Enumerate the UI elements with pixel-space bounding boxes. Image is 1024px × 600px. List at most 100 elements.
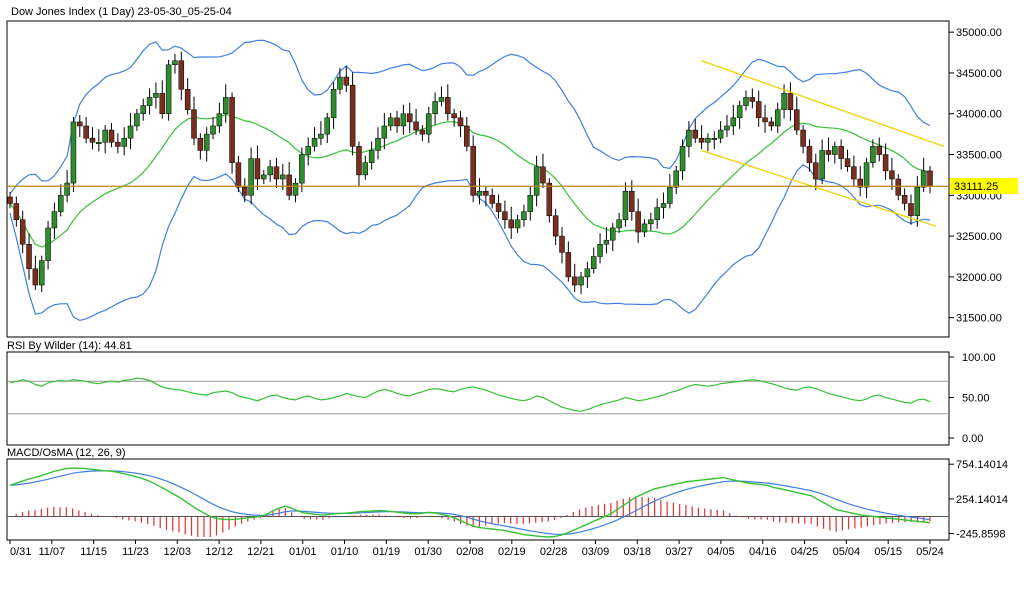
candle-body [641, 223, 648, 233]
candle-body [870, 146, 876, 163]
candle-body [7, 196, 13, 204]
candle-body [305, 146, 311, 155]
candle-body [584, 268, 591, 278]
candle-body [267, 166, 273, 176]
candle-body [172, 60, 178, 66]
candle-body [343, 76, 350, 86]
candle-body [876, 146, 882, 155]
price-tick-label: 32500.00 [956, 231, 1002, 243]
candle-body [153, 93, 159, 98]
candle-body [381, 125, 388, 139]
candle-body [115, 142, 121, 147]
candle-body [927, 170, 933, 187]
candle-body [698, 137, 705, 143]
candle-body [832, 146, 838, 155]
candle-body [597, 244, 603, 257]
candle-body [324, 117, 330, 135]
candle-body [648, 219, 654, 225]
channel-lower [701, 149, 937, 227]
candle-body [838, 146, 844, 159]
x-tick-label: 11/07 [38, 546, 65, 558]
candle-body [337, 76, 343, 90]
candle-body [717, 129, 724, 139]
macd-signal-line [9, 470, 931, 536]
candle-body [242, 186, 248, 196]
candle-body [146, 97, 153, 106]
candle-body [813, 162, 819, 180]
candle-body [514, 219, 521, 229]
candle-body [127, 125, 134, 139]
rsi-layer [7, 377, 949, 415]
candle-body [311, 137, 318, 147]
candle-body [159, 93, 166, 114]
rsi-pane [6, 351, 950, 446]
x-tick-label: 04/16 [749, 546, 777, 558]
candle-body [736, 105, 743, 119]
rsi-title: RSI By Wilder (14): 44.81 [7, 340, 132, 352]
candle-body [83, 125, 89, 139]
macd-tick-label: 254.14014 [956, 494, 1008, 506]
x-tick-label: 03/18 [624, 546, 652, 558]
x-tick-label: 0/31 [10, 546, 31, 558]
candle-body [375, 137, 381, 151]
candle-body [210, 125, 216, 135]
candle-body [521, 211, 527, 221]
candle-body [45, 227, 51, 261]
candle-body [229, 97, 235, 163]
candle-body [559, 235, 565, 253]
macd-pane [6, 458, 950, 541]
candle-body [629, 190, 635, 212]
candle-body [794, 109, 800, 131]
candle-body [622, 190, 629, 221]
candle-body [686, 129, 692, 147]
price-tick-label: 33500.00 [956, 150, 1002, 162]
price-tick-label: 34000.00 [956, 109, 1002, 121]
x-tick-label: 03/09 [582, 546, 610, 558]
candle-body [889, 170, 895, 180]
candle-body [552, 215, 559, 237]
candle-body [464, 125, 470, 147]
candle-body [89, 137, 96, 143]
candle-body [32, 268, 39, 286]
candle-body [774, 109, 781, 127]
candle-body [13, 203, 20, 221]
candle-body [349, 84, 356, 147]
candle-body [134, 113, 140, 127]
candle-body [77, 121, 83, 127]
candle-body [711, 137, 718, 140]
candle-body [58, 195, 64, 212]
candle-body [108, 129, 115, 143]
macd-tick-label: -245.8598 [956, 529, 1006, 541]
price-pane [6, 20, 950, 338]
candle-body [96, 142, 102, 145]
candle-body [610, 227, 616, 241]
candle-body [660, 203, 667, 208]
candle-body [603, 239, 610, 245]
candle-body [787, 93, 794, 110]
candle-body [64, 182, 70, 196]
x-tick-label: 04/05 [707, 546, 735, 558]
candle-body [882, 154, 889, 172]
candle-body [863, 162, 870, 188]
candle-body [730, 117, 737, 127]
x-tick-label: 05/24 [916, 546, 944, 558]
candle-body [197, 137, 204, 151]
candle-body [286, 174, 292, 196]
candle-body [914, 186, 921, 216]
candle-body [800, 129, 806, 147]
candle-body [121, 137, 127, 147]
candle-body [565, 252, 572, 278]
candle-body [819, 150, 825, 180]
price-tick-label: 32000.00 [956, 272, 1002, 284]
candle-body [616, 219, 622, 229]
x-tick-label: 12/21 [247, 546, 275, 558]
candle-body [901, 195, 908, 204]
price-tick-label: 31500.00 [956, 313, 1002, 325]
x-tick-label: 12/03 [164, 546, 192, 558]
candle-body [387, 117, 394, 127]
candle-body [261, 174, 267, 180]
candle-body [432, 101, 438, 114]
candle-body [502, 211, 508, 221]
moving-average [9, 113, 931, 248]
